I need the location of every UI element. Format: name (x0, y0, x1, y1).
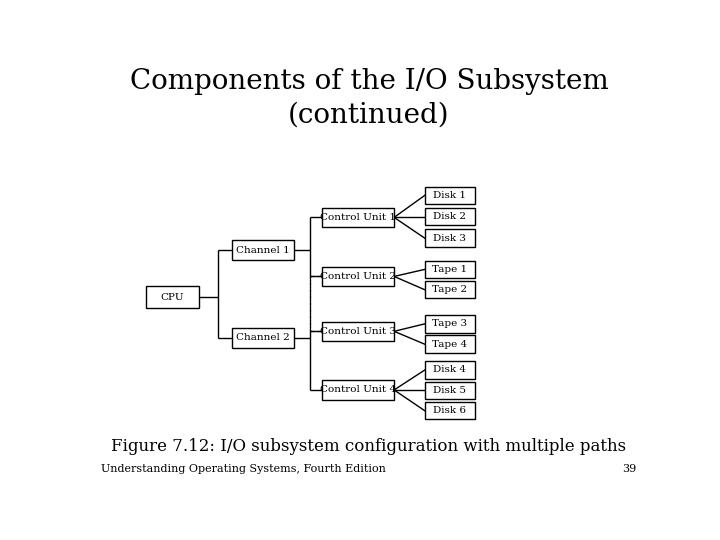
Text: Tape 4: Tape 4 (432, 340, 467, 349)
Text: Understanding Operating Systems, Fourth Edition: Understanding Operating Systems, Fourth … (101, 464, 386, 474)
Text: Components of the I/O Subsystem
(continued): Components of the I/O Subsystem (continu… (130, 68, 608, 128)
Text: Disk 2: Disk 2 (433, 212, 467, 221)
FancyBboxPatch shape (425, 261, 475, 278)
Text: Control Unit 4: Control Unit 4 (320, 386, 396, 394)
Text: Disk 4: Disk 4 (433, 366, 467, 375)
Text: Disk 1: Disk 1 (433, 191, 467, 200)
FancyBboxPatch shape (425, 315, 475, 333)
FancyBboxPatch shape (322, 208, 394, 227)
FancyBboxPatch shape (322, 322, 394, 341)
FancyBboxPatch shape (425, 187, 475, 204)
FancyBboxPatch shape (425, 402, 475, 420)
FancyBboxPatch shape (322, 380, 394, 400)
Text: Tape 2: Tape 2 (432, 285, 467, 294)
FancyBboxPatch shape (425, 230, 475, 247)
FancyBboxPatch shape (233, 328, 294, 348)
Text: Control Unit 1: Control Unit 1 (320, 213, 396, 222)
FancyBboxPatch shape (145, 286, 199, 308)
FancyBboxPatch shape (425, 281, 475, 299)
Text: Disk 5: Disk 5 (433, 386, 467, 395)
FancyBboxPatch shape (425, 382, 475, 399)
FancyBboxPatch shape (425, 208, 475, 225)
Text: Channel 1: Channel 1 (236, 246, 290, 255)
Text: Disk 6: Disk 6 (433, 406, 467, 415)
Text: 39: 39 (623, 464, 637, 474)
FancyBboxPatch shape (322, 267, 394, 286)
FancyBboxPatch shape (233, 240, 294, 260)
Text: CPU: CPU (161, 293, 184, 302)
Text: Tape 1: Tape 1 (432, 265, 467, 274)
Text: Control Unit 3: Control Unit 3 (320, 327, 396, 336)
Text: Tape 3: Tape 3 (432, 319, 467, 328)
Text: Disk 3: Disk 3 (433, 234, 467, 242)
FancyBboxPatch shape (425, 361, 475, 379)
FancyBboxPatch shape (425, 335, 475, 353)
Text: Figure 7.12: I/O subsystem configuration with multiple paths: Figure 7.12: I/O subsystem configuration… (112, 438, 626, 455)
Text: Control Unit 2: Control Unit 2 (320, 272, 396, 281)
Text: Channel 2: Channel 2 (236, 333, 290, 342)
